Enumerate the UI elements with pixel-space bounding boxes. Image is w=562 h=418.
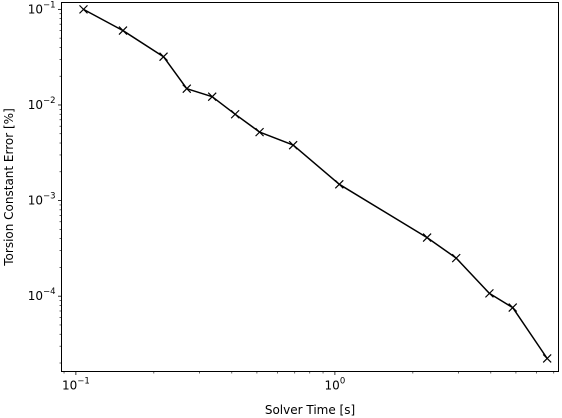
y-axis-label: Torsion Constant Error [%] [2,108,16,267]
data-point-marker [230,109,240,119]
data-point-marker [542,354,552,363]
series-line [83,8,548,359]
data-point-marker [182,84,192,94]
data-point-marker [422,233,432,243]
data-point-marker [484,288,494,298]
y-tick-label: 10−2 [28,96,56,112]
data-point-marker [451,253,461,263]
y-tick-label: 10−1 [28,0,56,16]
data-point-marker [508,303,518,313]
x-tick-label: 100 [325,377,346,393]
data-point-marker [118,26,128,36]
y-tick-label: 10−3 [28,192,56,208]
data-point-marker [207,92,217,102]
x-tick-label: 10−1 [62,377,90,393]
data-point-marker [159,52,168,62]
series-layer [79,4,552,363]
plot-background [61,2,559,372]
y-tick-label: 10−4 [28,287,56,303]
data-point-marker [255,127,265,137]
data-point-marker [79,4,88,14]
x-axis-label: Solver Time [s] [265,403,355,417]
data-point-marker [334,179,344,189]
data-point-marker [288,140,298,150]
